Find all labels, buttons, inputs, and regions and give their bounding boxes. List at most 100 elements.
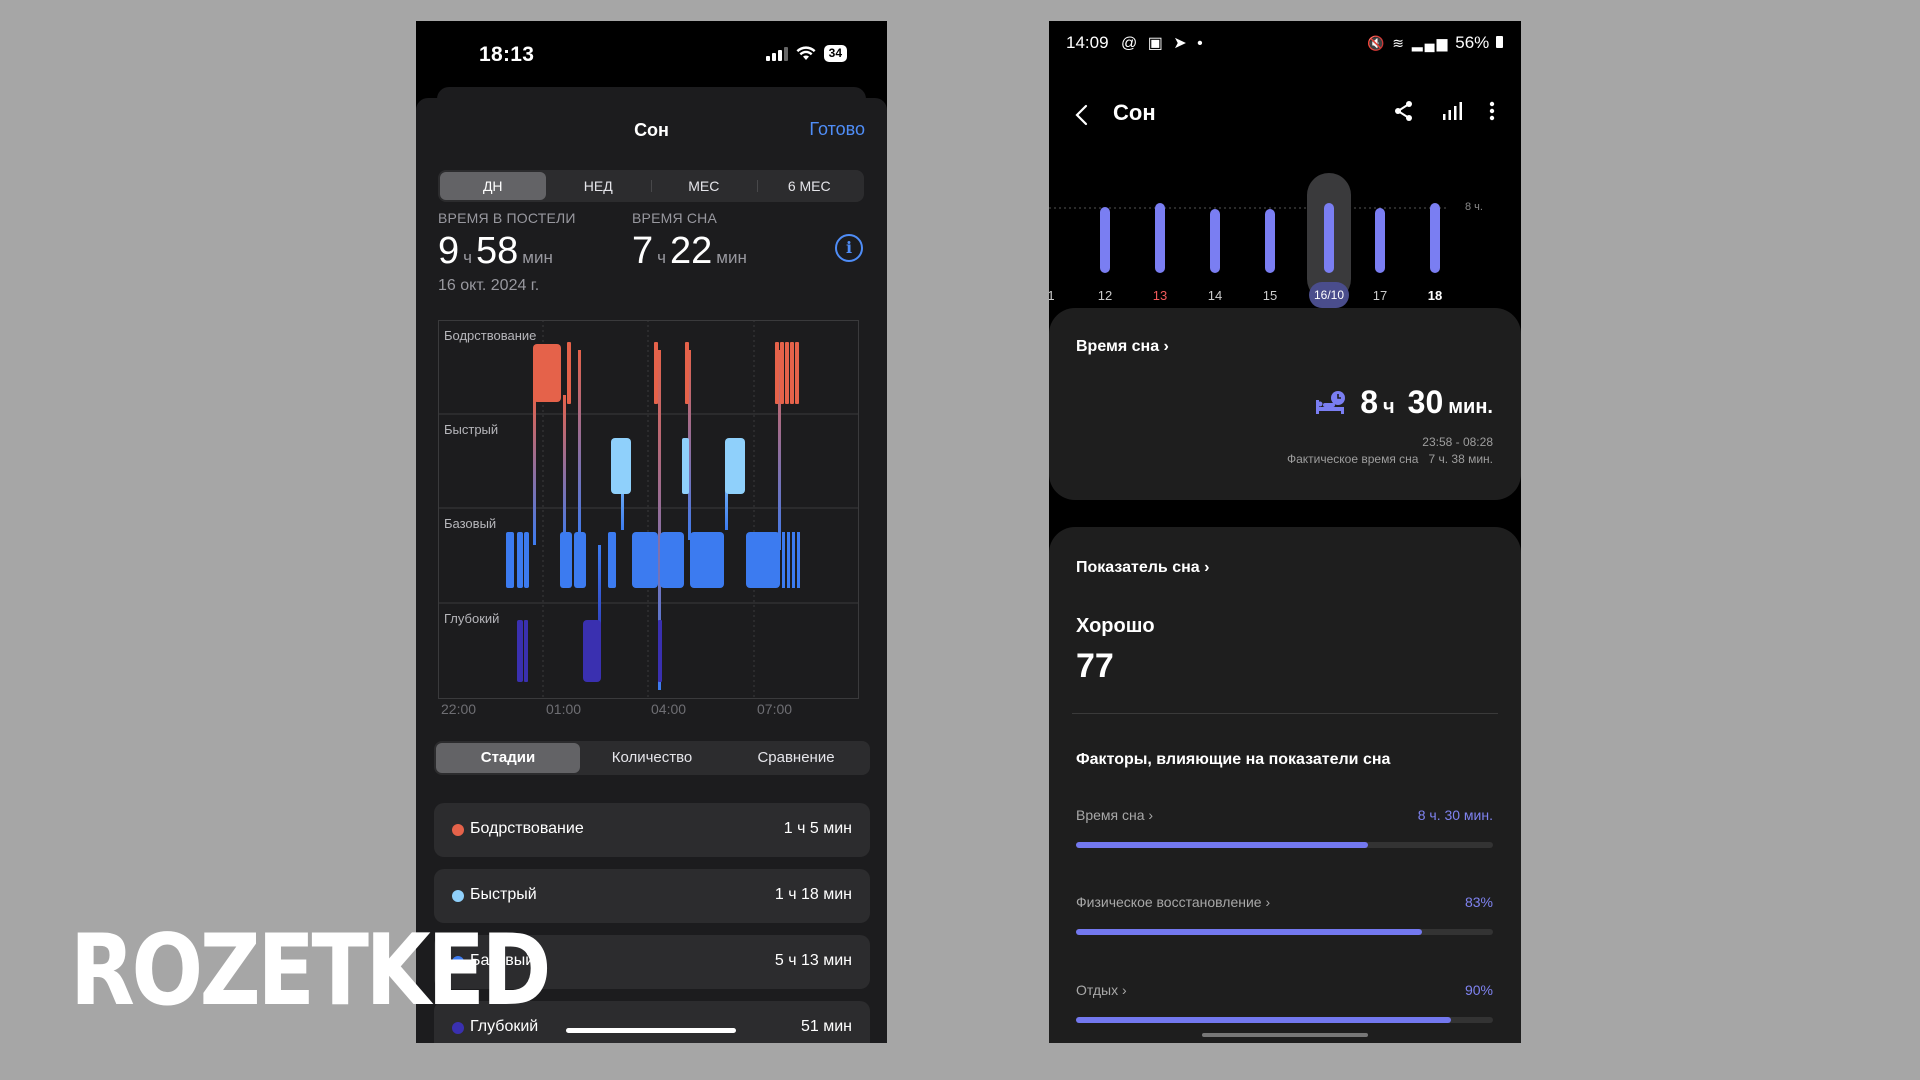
day-bar[interactable] xyxy=(1155,203,1165,273)
deep-block xyxy=(517,620,523,682)
time-in-bed-hours: 9 xyxy=(438,230,460,272)
stage-label-awake: Бодрствование xyxy=(444,328,537,343)
factor-rest[interactable]: Отдых › 90% xyxy=(1076,982,1493,1023)
segment-6-months[interactable]: 6 МЕС xyxy=(756,172,863,200)
day-label-highlight[interactable]: 13 xyxy=(1152,288,1168,303)
time-tick: 04:00 xyxy=(651,701,687,717)
sleep-time-card-title[interactable]: Время сна › xyxy=(1076,338,1169,355)
sleep-score-card-title[interactable]: Показатель сна › xyxy=(1076,559,1210,576)
factor-value: 90% xyxy=(1464,982,1493,998)
day-bar[interactable] xyxy=(1375,208,1385,273)
factor-sleep-time[interactable]: Время сна › 8 ч. 30 мин. xyxy=(1076,807,1493,848)
mute-wifi-signal-icons: 🔇 ≋ ▂▄▆ xyxy=(1366,35,1456,51)
factor-progress-track xyxy=(1076,929,1493,935)
chevron-right-icon: › xyxy=(1204,559,1210,576)
stage-row-deep[interactable]: Глубокий 51 мин xyxy=(434,1001,870,1043)
more-options-icon[interactable] xyxy=(1489,100,1495,122)
hypnogram-graphic xyxy=(438,320,859,699)
stage-row-core[interactable]: Базовый 5 ч 13 мин xyxy=(434,935,870,989)
day-label[interactable]: 14 xyxy=(1207,288,1223,303)
factors-title: Факторы, влияющие на показатели сна xyxy=(1076,751,1391,768)
factor-progress-track xyxy=(1076,842,1493,848)
factor-name: Время сна › xyxy=(1076,807,1154,823)
core-dot-icon xyxy=(452,956,464,968)
segment-month[interactable]: МЕС xyxy=(651,172,757,200)
gesture-nav-bar[interactable] xyxy=(1202,1033,1368,1037)
time-in-bed: ВРЕМЯ В ПОСТЕЛИ 9 ч 58 мин 16 окт. 2024 … xyxy=(438,210,576,295)
sleep-score-card: Показатель сна › Хорошо 77 Факторы, влия… xyxy=(1049,527,1521,1043)
chevron-right-icon: › xyxy=(1121,982,1127,998)
actual-sleep-value: 7 ч. 38 мин. xyxy=(1428,452,1493,466)
stage-name: Глубокий xyxy=(470,1018,539,1035)
day-bar[interactable] xyxy=(1265,209,1275,273)
battery-icon xyxy=(1496,36,1503,48)
minutes-unit: мин. xyxy=(1448,396,1493,418)
deep-dot-icon xyxy=(452,1022,464,1034)
factor-progress-fill xyxy=(1076,1017,1452,1023)
day-label[interactable]: 17 xyxy=(1372,288,1388,303)
hours-unit: ч xyxy=(657,248,666,267)
rozetked-watermark-logo: ROZETKED xyxy=(70,914,551,1028)
cellular-signal-icon xyxy=(765,46,788,61)
battery-icon: 34 xyxy=(823,45,847,62)
sleep-score: 77 xyxy=(1076,647,1114,685)
time-tick: 07:00 xyxy=(757,701,793,717)
stage-duration: 51 мин xyxy=(800,1018,852,1035)
segment-day[interactable]: ДН xyxy=(440,172,546,200)
info-icon[interactable]: i xyxy=(835,234,863,262)
sleep-range: 23:58 - 08:28 xyxy=(1422,435,1493,449)
factor-progress-track xyxy=(1076,1017,1493,1023)
stage-label-rem: Быстрый xyxy=(444,422,499,437)
done-button[interactable]: Готово xyxy=(809,119,865,139)
actual-sleep-line: Фактическое время сна 7 ч. 38 мин. xyxy=(1287,452,1493,466)
stage-duration: 1 ч 18 мин xyxy=(774,886,852,903)
app-header: Сон xyxy=(1049,97,1521,137)
stage-row-rem[interactable]: Быстрый 1 ч 18 мин xyxy=(434,869,870,923)
sleep-time-card[interactable]: Время сна › 8 ч 30 мин. 23:58 - 08:28 Фа… xyxy=(1049,308,1521,500)
day-label[interactable]: 18 xyxy=(1427,288,1443,303)
stats-chart-icon[interactable] xyxy=(1441,100,1463,122)
tab-amount[interactable]: Количество xyxy=(611,749,693,766)
stage-duration: 5 ч 13 мин xyxy=(774,952,852,969)
notification-icons: @ ▣ ➤ • xyxy=(1121,35,1206,52)
time-asleep-minutes: 22 xyxy=(670,230,713,272)
factor-physical-recovery[interactable]: Физическое восстановление › 83% xyxy=(1076,894,1493,935)
day-label[interactable]: 1 xyxy=(1049,288,1055,303)
factor-value: 8 ч. 30 мин. xyxy=(1417,807,1493,823)
back-arrow-icon[interactable] xyxy=(1073,103,1091,127)
divider xyxy=(1072,713,1498,714)
view-tabs: Стадии Количество Сравнение xyxy=(434,741,870,775)
day-bar[interactable] xyxy=(1430,203,1440,273)
chevron-right-icon: › xyxy=(1163,338,1169,355)
stage-row-awake[interactable]: Бодрствование 1 ч 5 мин xyxy=(434,803,870,857)
minutes-unit: мин xyxy=(716,248,747,267)
factor-name: Отдых › xyxy=(1076,982,1127,998)
day-label[interactable]: 12 xyxy=(1097,288,1113,303)
home-indicator[interactable] xyxy=(566,1028,736,1033)
battery-percent: 56% xyxy=(1455,33,1490,52)
sleep-date: 16 окт. 2024 г. xyxy=(438,277,540,294)
awake-block xyxy=(533,344,561,402)
day-bar[interactable] xyxy=(1324,203,1334,273)
sleep-day-chart: 8 ч. 1 12 13 14 15 16/10 17 18 xyxy=(1049,151,1521,308)
period-segmented-control: ДН НЕД МЕС 6 МЕС xyxy=(438,170,864,202)
share-icon[interactable] xyxy=(1393,100,1415,122)
selected-day-label[interactable]: 16/10 xyxy=(1309,282,1349,308)
day-bars-graphic xyxy=(1049,173,1449,301)
core-block xyxy=(632,532,658,588)
day-label[interactable]: 15 xyxy=(1262,288,1278,303)
iphone-screen: 18:13 34 Сон Готово ДН НЕД МЕС 6 МЕС ВРЕ… xyxy=(416,21,887,1043)
day-bar[interactable] xyxy=(1100,207,1110,273)
day-bar[interactable] xyxy=(1210,209,1220,273)
sleep-hours: 8 xyxy=(1360,384,1379,420)
actual-sleep-label: Фактическое время сна xyxy=(1286,452,1419,466)
tab-stages[interactable]: Стадии xyxy=(436,743,580,773)
samsung-screen: 14:09 @ ▣ ➤ • 🔇 ≋ ▂▄▆ 56% Сон xyxy=(1049,21,1521,1043)
sleep-rating: Хорошо xyxy=(1076,615,1155,637)
hours-unit: ч xyxy=(463,248,472,267)
chevron-right-icon: › xyxy=(1148,807,1154,823)
tab-comparison[interactable]: Сравнение xyxy=(757,749,835,766)
factor-name: Физическое восстановление › xyxy=(1076,894,1271,910)
segment-week[interactable]: НЕД xyxy=(583,178,613,194)
minutes-unit: мин xyxy=(522,248,553,267)
